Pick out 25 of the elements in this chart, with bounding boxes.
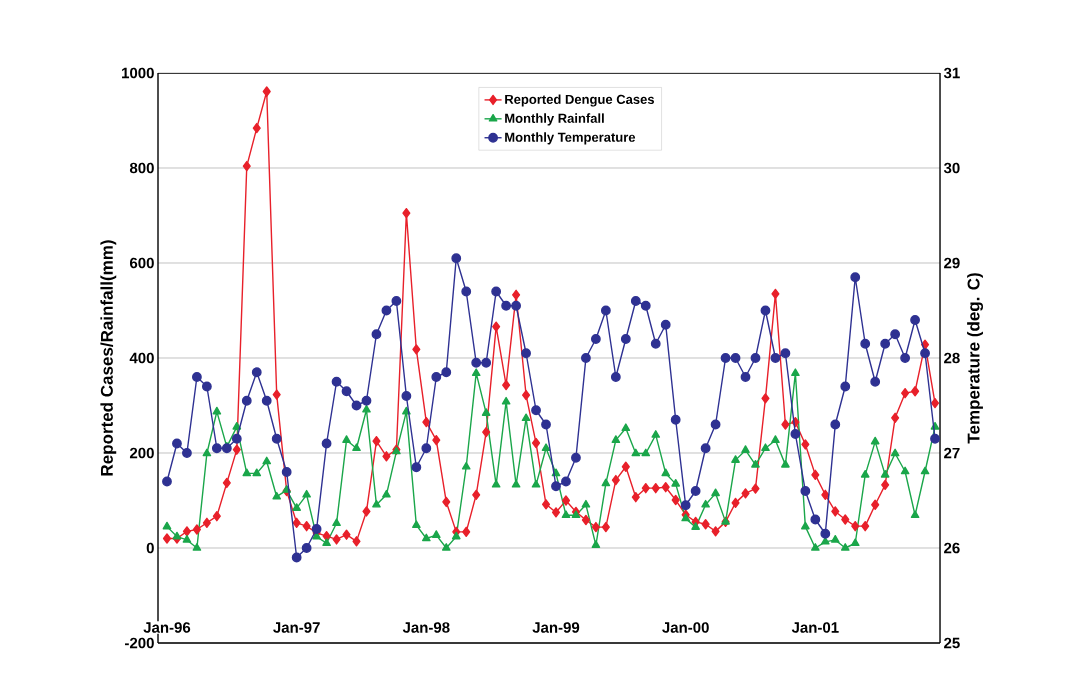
y-tick-label: 200 bbox=[129, 447, 154, 459]
y2-tick-label: 28 bbox=[944, 352, 960, 364]
y-tick-label: 400 bbox=[129, 352, 154, 364]
y2-tick-label: 31 bbox=[943, 67, 960, 79]
y-tick-label: -200 bbox=[125, 637, 154, 649]
y2-tick-label: 25 bbox=[944, 637, 960, 649]
y2-tick-label: 27 bbox=[944, 447, 960, 459]
y-tick-label: 1000 bbox=[122, 67, 154, 79]
x-tick-label: Jan-98 bbox=[402, 622, 450, 633]
legend-label: Monthly Temperature bbox=[505, 132, 636, 145]
y2-tick-label: 30 bbox=[943, 162, 960, 174]
x-tick-label: Jan-00 bbox=[662, 622, 709, 633]
x-tick-label: Jan-96 bbox=[143, 622, 191, 633]
y-axis-title: Reported Cases/Rainfall(mm) bbox=[100, 240, 117, 476]
y2-axis-title: Temperature (deg. C) bbox=[967, 273, 984, 444]
y2-tick-label: 29 bbox=[944, 257, 960, 269]
y2-tick-label: 26 bbox=[944, 542, 960, 554]
y-tick-label: 0 bbox=[146, 542, 154, 554]
x-tick-label: Jan-97 bbox=[273, 622, 320, 633]
y-tick-label: 600 bbox=[129, 257, 154, 269]
legend-label: Monthly Rainfall bbox=[505, 113, 604, 126]
x-tick-label: Jan-99 bbox=[532, 622, 580, 633]
legend-label: Reported Dengue Cases bbox=[505, 94, 655, 107]
x-tick-label: Jan-01 bbox=[791, 622, 839, 633]
y-tick-label: 800 bbox=[129, 162, 154, 174]
